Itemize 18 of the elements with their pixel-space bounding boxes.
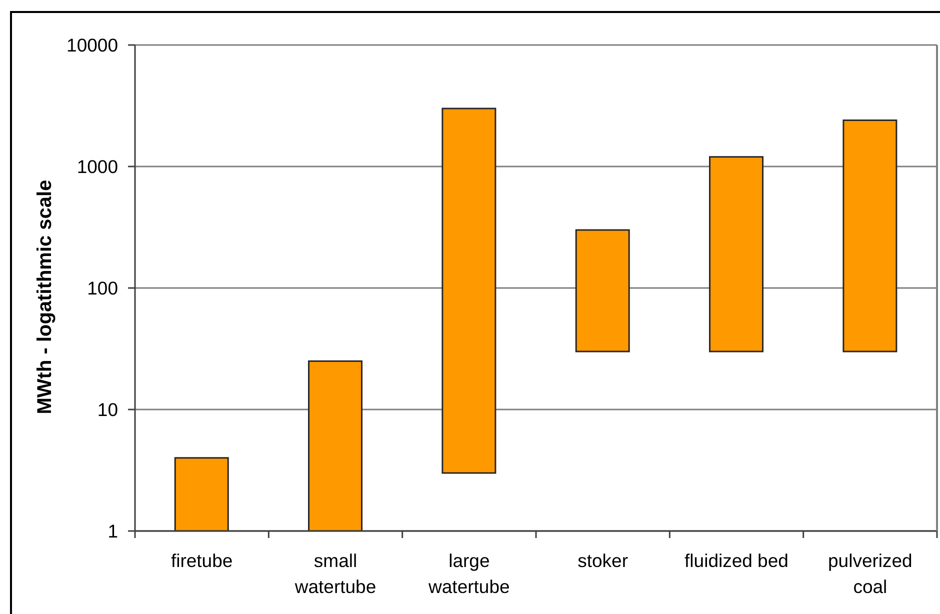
y-tick-label: 10000 bbox=[66, 34, 118, 56]
bar bbox=[174, 457, 229, 531]
x-tick-label: stoker bbox=[578, 550, 628, 571]
y-tick-label: 1000 bbox=[76, 156, 118, 178]
x-tick-label: pulverized coal bbox=[828, 550, 912, 597]
bar bbox=[575, 229, 630, 352]
bar bbox=[308, 360, 363, 531]
bar bbox=[842, 120, 898, 352]
bar bbox=[442, 108, 496, 474]
y-tick-label: 100 bbox=[87, 278, 118, 299]
bar bbox=[709, 156, 764, 352]
y-tick-label: 1 bbox=[108, 520, 118, 542]
x-tick-label: large watertube bbox=[428, 550, 510, 597]
x-tick-label: fluidized bed bbox=[684, 550, 788, 571]
y-axis-title: MWth - logatithmic scale bbox=[34, 180, 56, 414]
x-tick-label: small watertube bbox=[294, 550, 376, 597]
y-tick-label: 10 bbox=[97, 399, 118, 420]
x-tick-label: firetube bbox=[170, 550, 233, 571]
